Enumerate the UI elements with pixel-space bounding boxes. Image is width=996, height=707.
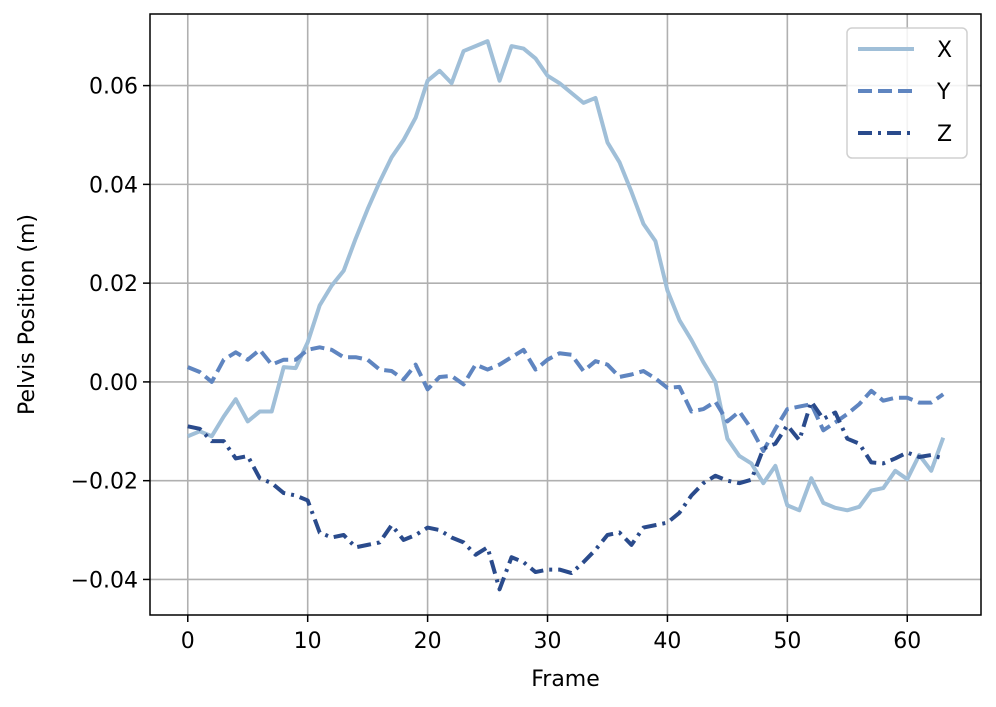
series-line-x <box>187 39 946 513</box>
legend-label-y: Y <box>936 80 951 105</box>
x-tick-label: 30 <box>534 629 562 654</box>
x-tick-label: 50 <box>773 629 801 654</box>
y-tick-label: 0.00 <box>89 371 138 396</box>
y-axis-label: Pelvis Position (m) <box>15 214 40 415</box>
plot-frame <box>149 13 982 616</box>
y-tick-label: 0.04 <box>89 173 138 198</box>
x-tick-label: 40 <box>653 629 681 654</box>
grid-lines <box>150 14 981 615</box>
tick-marks: 0 10 20 30 40 50 60 −0.04 −0.02 0.00 0.02 0.04 0.06 <box>71 75 922 654</box>
series-layer <box>187 39 946 592</box>
y-tick-label: −0.02 <box>71 470 138 495</box>
y-tick-label: 0.06 <box>89 75 138 100</box>
legend-label-x: X <box>937 38 952 63</box>
x-tick-label: 60 <box>893 629 921 654</box>
y-tick-label: −0.04 <box>71 568 138 593</box>
series-line-y <box>187 345 945 454</box>
legend-label-z: Z <box>937 122 952 147</box>
x-tick-label: 0 <box>181 629 195 654</box>
y-tick-label: 0.02 <box>89 272 138 297</box>
x-tick-label: 10 <box>294 629 322 654</box>
legend: XYZ <box>846 27 968 159</box>
series-line-z <box>187 399 944 592</box>
x-axis-label: Frame <box>531 667 600 692</box>
x-tick-label: 20 <box>414 629 442 654</box>
